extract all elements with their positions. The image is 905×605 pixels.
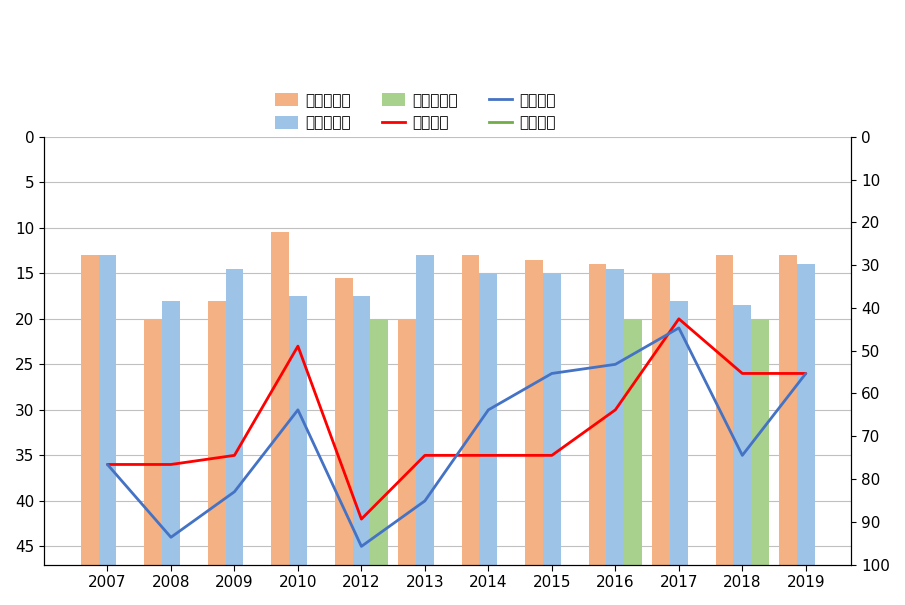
- Bar: [81, 255, 99, 564]
- Bar: [398, 319, 416, 564]
- Bar: [751, 319, 769, 564]
- Bar: [670, 301, 688, 564]
- Bar: [416, 255, 433, 564]
- Bar: [588, 264, 606, 564]
- Bar: [462, 255, 480, 564]
- Bar: [606, 269, 624, 564]
- Bar: [225, 269, 243, 564]
- Bar: [716, 255, 733, 564]
- Bar: [797, 264, 814, 564]
- Bar: [370, 319, 388, 564]
- Bar: [779, 255, 797, 564]
- Bar: [289, 296, 307, 564]
- Bar: [525, 260, 543, 564]
- Bar: [272, 232, 289, 564]
- Bar: [353, 296, 370, 564]
- Bar: [624, 319, 642, 564]
- Bar: [480, 273, 497, 564]
- Bar: [144, 319, 162, 564]
- Legend: 国語正答率, 算数正答率, 理科正答率, 国語順位, 算数順位, 理科順位: 国語正答率, 算数正答率, 理科正答率, 国語順位, 算数順位, 理科順位: [269, 87, 562, 137]
- Bar: [335, 278, 353, 564]
- Bar: [208, 301, 225, 564]
- Bar: [653, 273, 670, 564]
- Bar: [162, 301, 180, 564]
- Bar: [733, 305, 751, 564]
- Bar: [543, 273, 561, 564]
- Bar: [99, 255, 117, 564]
